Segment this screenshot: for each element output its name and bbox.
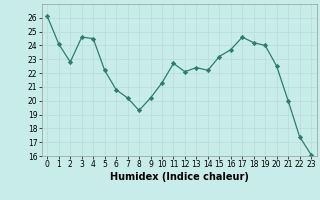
X-axis label: Humidex (Indice chaleur): Humidex (Indice chaleur): [110, 172, 249, 182]
